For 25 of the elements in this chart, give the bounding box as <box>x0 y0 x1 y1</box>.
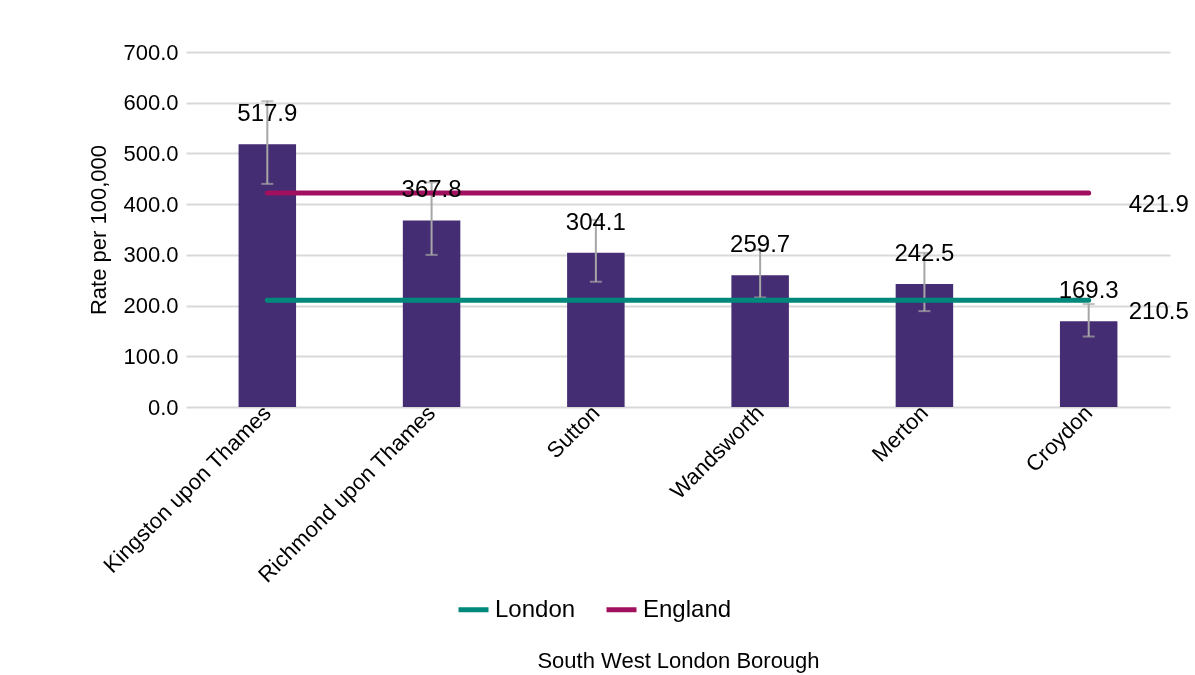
y-tick-label: 200.0 <box>123 293 179 319</box>
y-tick-label: 500.0 <box>123 140 179 166</box>
y-tick-label: 600.0 <box>123 90 179 116</box>
bar <box>238 144 297 407</box>
y-tick-label: 400.0 <box>123 191 179 217</box>
y-tick-label: 700.0 <box>123 39 179 65</box>
bar <box>1059 321 1118 407</box>
data-label: 259.7 <box>730 230 791 258</box>
y-tick-label: 300.0 <box>123 242 179 268</box>
y-axis-title: Rate per 100,000 <box>86 144 112 316</box>
x-axis-title: South West London Borough <box>537 647 820 673</box>
y-tick-label: 100.0 <box>123 343 179 369</box>
y-tick-label: 0.0 <box>147 394 179 420</box>
bar <box>567 252 625 407</box>
data-label: 304.1 <box>565 207 626 235</box>
bar <box>895 284 954 407</box>
legend-label: London <box>495 594 576 622</box>
data-label: 517.9 <box>237 99 298 127</box>
bar <box>402 220 461 407</box>
data-label: 421.9 <box>1128 190 1189 218</box>
legend-label: England <box>643 594 732 622</box>
data-label: 242.5 <box>894 239 955 267</box>
data-label: 210.5 <box>1128 297 1189 325</box>
bar <box>731 275 789 407</box>
data-label: 169.3 <box>1058 276 1119 304</box>
